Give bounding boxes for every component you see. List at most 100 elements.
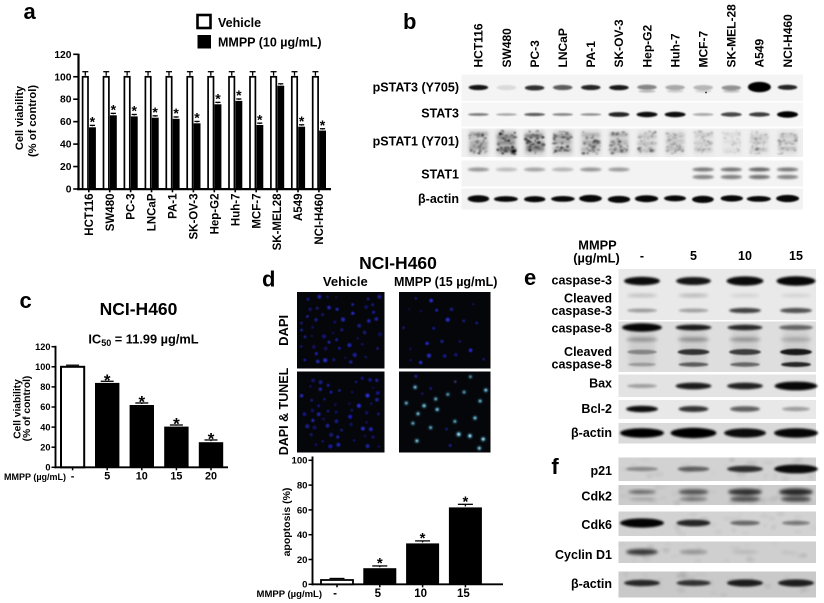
svg-text:Cleaved: Cleaved bbox=[564, 292, 612, 306]
svg-text:20: 20 bbox=[297, 555, 308, 566]
svg-text:5: 5 bbox=[375, 588, 382, 600]
svg-text:60: 60 bbox=[297, 505, 308, 516]
svg-text:Cdk6: Cdk6 bbox=[581, 518, 612, 532]
svg-text:100: 100 bbox=[35, 362, 50, 372]
svg-text:100: 100 bbox=[291, 456, 307, 467]
svg-text:10: 10 bbox=[136, 471, 148, 483]
svg-text:caspase-8: caspase-8 bbox=[552, 322, 613, 336]
svg-text:20: 20 bbox=[40, 442, 50, 452]
svg-text:*: * bbox=[132, 103, 138, 119]
svg-text:MMPP (10 µg/mL): MMPP (10 µg/mL) bbox=[218, 36, 322, 50]
svg-text:DAPI: DAPI bbox=[276, 315, 291, 346]
svg-text:Cell viability: Cell viability bbox=[12, 379, 23, 439]
svg-text:MMPP (15 µg/mL): MMPP (15 µg/mL) bbox=[394, 275, 498, 289]
svg-text:β-actin: β-actin bbox=[418, 192, 459, 206]
svg-text:*: * bbox=[215, 91, 221, 107]
svg-text:A549: A549 bbox=[293, 194, 305, 222]
svg-text:Cdk2: Cdk2 bbox=[581, 490, 612, 504]
svg-text:LNCaP: LNCaP bbox=[147, 193, 159, 231]
svg-text:a: a bbox=[24, 0, 37, 24]
svg-text:-: - bbox=[640, 249, 644, 263]
svg-text:NCI-H460: NCI-H460 bbox=[314, 194, 326, 245]
svg-text:MMPP (µg/mL): MMPP (µg/mL) bbox=[4, 472, 66, 482]
svg-text:100: 100 bbox=[54, 72, 71, 83]
svg-text:f: f bbox=[551, 454, 559, 479]
svg-text:PC-3: PC-3 bbox=[528, 40, 542, 68]
svg-text:*: * bbox=[257, 111, 263, 127]
svg-text:15: 15 bbox=[789, 249, 803, 263]
svg-text:5: 5 bbox=[104, 471, 110, 483]
svg-text:80: 80 bbox=[297, 481, 308, 492]
svg-text:STAT3: STAT3 bbox=[421, 107, 459, 121]
svg-text:PC-3: PC-3 bbox=[126, 194, 138, 220]
svg-text:SK-OV-3: SK-OV-3 bbox=[612, 19, 626, 67]
svg-text:40: 40 bbox=[297, 530, 308, 541]
svg-text:*: * bbox=[173, 414, 180, 433]
svg-text:*: * bbox=[420, 530, 426, 547]
svg-text:40: 40 bbox=[60, 140, 72, 151]
svg-text:caspase-8: caspase-8 bbox=[552, 358, 613, 372]
svg-text:Bcl-2: Bcl-2 bbox=[581, 402, 612, 416]
svg-text:*: * bbox=[377, 555, 383, 572]
svg-text:40: 40 bbox=[40, 422, 50, 432]
svg-text:NCI-H460: NCI-H460 bbox=[100, 299, 178, 319]
svg-text:Vehicle: Vehicle bbox=[323, 274, 368, 289]
svg-text:120: 120 bbox=[54, 50, 71, 61]
svg-text:Cell viability: Cell viability bbox=[14, 85, 26, 150]
svg-text:Hep-G2: Hep-G2 bbox=[209, 193, 221, 234]
svg-text:PA-1: PA-1 bbox=[584, 41, 598, 68]
svg-text:STAT1: STAT1 bbox=[421, 168, 459, 182]
svg-text:SK-OV-3: SK-OV-3 bbox=[189, 194, 201, 240]
svg-text:*: * bbox=[152, 104, 158, 120]
svg-text:c: c bbox=[20, 288, 32, 313]
svg-text:*: * bbox=[173, 105, 179, 121]
svg-text:d: d bbox=[262, 267, 275, 292]
svg-text:20: 20 bbox=[60, 162, 72, 173]
svg-text:MMPP: MMPP bbox=[578, 238, 617, 253]
svg-text:60: 60 bbox=[40, 402, 50, 412]
svg-text:15: 15 bbox=[457, 588, 470, 600]
svg-text:*: * bbox=[236, 87, 242, 103]
svg-text:SK-MEL-28: SK-MEL-28 bbox=[725, 4, 739, 68]
svg-text:0: 0 bbox=[45, 463, 50, 473]
svg-text:Bax: Bax bbox=[589, 377, 612, 391]
svg-text:SW480: SW480 bbox=[105, 194, 117, 232]
svg-text:A549: A549 bbox=[753, 38, 767, 67]
svg-text:80: 80 bbox=[60, 95, 72, 106]
svg-text:SW480: SW480 bbox=[500, 28, 514, 68]
svg-text:b: b bbox=[403, 9, 416, 34]
svg-text:p21: p21 bbox=[590, 464, 612, 478]
svg-text:*: * bbox=[111, 102, 117, 118]
svg-text:15: 15 bbox=[170, 471, 182, 483]
svg-text:*: * bbox=[138, 392, 145, 411]
svg-text:*: * bbox=[462, 493, 468, 510]
svg-text:LNCaP: LNCaP bbox=[556, 28, 570, 67]
svg-text:(% of control): (% of control) bbox=[22, 376, 33, 442]
svg-text:Cleaved: Cleaved bbox=[564, 345, 612, 359]
svg-text:Cyclin D1: Cyclin D1 bbox=[555, 548, 612, 562]
svg-text:pSTAT1 (Y701): pSTAT1 (Y701) bbox=[373, 135, 459, 149]
svg-text:pSTAT3 (Y705): pSTAT3 (Y705) bbox=[373, 81, 459, 95]
svg-text:60: 60 bbox=[60, 117, 72, 128]
svg-text:HCT116: HCT116 bbox=[84, 194, 96, 236]
svg-text:NCI-H460: NCI-H460 bbox=[359, 253, 437, 273]
svg-text:*: * bbox=[90, 114, 96, 130]
svg-text:(µg/mL): (µg/mL) bbox=[573, 251, 619, 266]
svg-text:120: 120 bbox=[35, 342, 50, 352]
svg-text:0: 0 bbox=[66, 185, 72, 196]
svg-text:20: 20 bbox=[205, 471, 217, 483]
svg-text:*: * bbox=[320, 117, 326, 133]
svg-text:-: - bbox=[71, 471, 75, 483]
svg-text:Hep-G2: Hep-G2 bbox=[640, 25, 654, 68]
svg-text:HCT116: HCT116 bbox=[472, 23, 486, 67]
svg-text:Vehicle: Vehicle bbox=[218, 16, 261, 30]
svg-text:Huh-7: Huh-7 bbox=[230, 194, 242, 227]
svg-text:-: - bbox=[333, 588, 337, 600]
svg-text:MMPP (µg/mL): MMPP (µg/mL) bbox=[257, 589, 322, 600]
svg-text:10: 10 bbox=[738, 249, 752, 263]
svg-text:*: * bbox=[104, 371, 111, 390]
svg-text:*: * bbox=[208, 429, 215, 448]
svg-text:SK-MEL28: SK-MEL28 bbox=[272, 193, 284, 250]
svg-text:NCI-H460: NCI-H460 bbox=[781, 14, 795, 68]
svg-text:PA-1: PA-1 bbox=[168, 193, 180, 219]
